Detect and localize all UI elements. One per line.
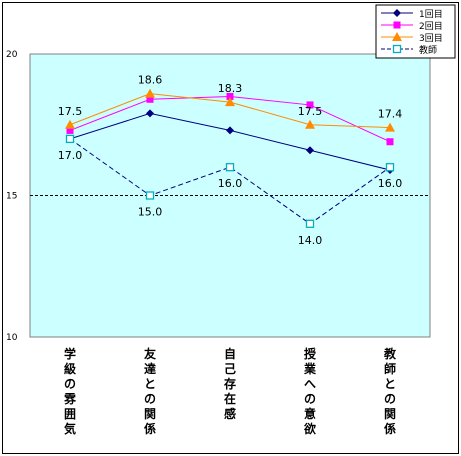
category-char: 囲 [64,407,76,421]
category-char: と [384,377,396,391]
category-char: 友 [143,346,156,361]
data-point [226,126,234,135]
data-label: 17.0 [58,149,83,162]
data-point [145,88,155,98]
data-labels: 17.5 18.6 18.3 17.5 17.4 17.0 15.0 16.0 14.0 16.0 [58,74,403,247]
series-2 [66,92,394,146]
series-line [69,138,391,225]
y-tick-label: 15 [6,192,17,202]
category-char: の [304,392,316,406]
series-group [65,88,395,228]
data-label: 18.3 [218,82,243,95]
data-point [385,122,395,132]
category-char: 存 [223,376,236,391]
category-char: 在 [224,391,236,406]
legend-entry: 1回目 [381,9,443,20]
category-char: 意 [304,406,316,421]
category-char: 達 [144,361,156,376]
data-label: 16.0 [378,177,403,190]
category-char: の [144,392,156,406]
data-label: 17.5 [298,105,323,118]
category-char: へ [304,377,316,391]
category-char: 欲 [303,421,316,436]
data-label: 17.4 [378,108,403,121]
category-char: の [384,392,396,406]
data-label: 16.0 [218,177,243,190]
category-char: 級 [64,361,76,376]
category-char: 係 [144,421,156,436]
data-label: 17.5 [58,105,83,118]
category-char: 感 [224,406,236,421]
legend-label: 教師 [419,44,437,56]
data-label: 18.6 [138,74,163,87]
legend-marker [392,44,402,54]
data-point [66,126,74,134]
category-char: 関 [384,407,396,421]
data-point [65,134,75,144]
category-char: 師 [384,361,396,376]
y-tick-label: 10 [6,333,18,343]
data-label: 15.0 [138,206,163,219]
data-point [65,119,75,129]
legend-marker [393,9,401,17]
category-char: 教 [383,346,397,361]
series-4 [65,134,395,228]
data-point [305,219,315,228]
legend-marker [392,32,402,41]
category-char: 係 [384,421,396,436]
data-point [146,95,154,103]
y-axis: 10 15 20 [6,50,18,343]
data-point [145,191,155,200]
category-char: 気 [64,421,76,436]
legend-label: 1回目 [419,9,443,20]
legend-label: 2回目 [419,21,443,32]
category-char: 学 [64,346,76,361]
data-point [305,119,315,129]
category-char: 己 [224,362,236,376]
data-point [386,138,394,146]
legend-entry: 2回目 [381,21,443,32]
y-tick-label: 20 [6,50,18,60]
data-label: 14.0 [298,234,323,247]
data-point [385,163,395,172]
legend-entry: 教師 [381,44,437,56]
legend-label: 3回目 [419,33,443,44]
category-char: 自 [224,346,236,361]
category-char: 関 [144,407,156,421]
data-point [225,163,235,172]
data-point [306,146,314,155]
legend-entry: 3回目 [381,32,443,44]
category-char: と [144,377,156,391]
data-point [306,101,314,109]
category-char: 雰 [64,392,77,406]
data-point [226,92,234,100]
series-3 [65,88,395,132]
data-point [146,109,154,118]
legend-marker [393,21,401,29]
data-point [225,97,235,107]
category-char: 業 [303,361,317,376]
category-char: の [64,377,76,391]
category-char: 授 [304,346,317,361]
